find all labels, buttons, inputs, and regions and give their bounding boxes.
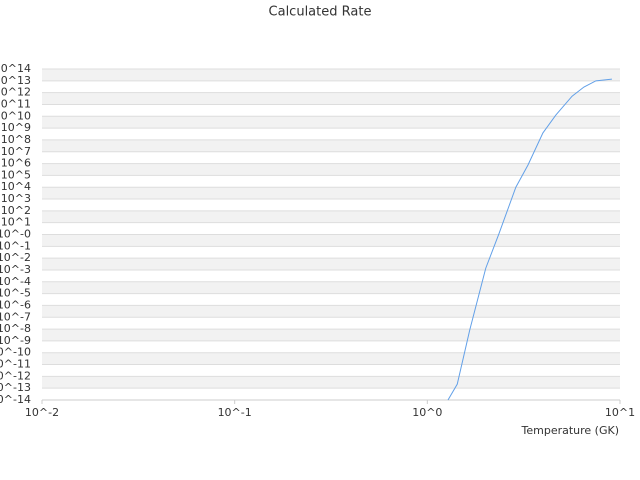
y-tick-label: 10^14	[0, 62, 31, 75]
y-tick-label: 10^5	[1, 168, 31, 181]
y-tick-label: 10^-8	[0, 322, 31, 335]
y-tick-label: 10^-7	[0, 310, 31, 323]
y-tick-label: 10^1	[1, 216, 31, 229]
grid-band	[42, 163, 620, 176]
x-axis-label: Temperature (GK)	[521, 424, 620, 437]
y-tick-label: 10^10	[0, 109, 31, 122]
grid-band	[42, 376, 620, 389]
y-tick-label: 10^6	[1, 157, 31, 170]
grid-band	[42, 187, 620, 200]
grid-band	[42, 258, 620, 270]
y-tick-label: 10^2	[1, 204, 31, 217]
y-tick-label: 10^-10	[0, 346, 31, 359]
y-tick-label: 10^-2	[0, 251, 31, 264]
grid-band	[42, 210, 620, 223]
y-tick-label: 10^-14	[0, 393, 31, 406]
y-tick-label: 10^8	[1, 133, 31, 146]
y-tick-label: 10^-5	[0, 287, 31, 300]
grid-band	[42, 305, 620, 318]
y-tick-label: 10^-3	[0, 263, 31, 276]
y-tick-label: 10^4	[1, 180, 31, 193]
y-tick-label: 10^-6	[0, 298, 31, 311]
data-line	[447, 78, 612, 401]
chart-title: Calculated Rate	[269, 5, 372, 20]
y-tick-label: 10^-9	[0, 334, 31, 347]
grid-band	[42, 352, 620, 365]
x-tick-label: 10^1	[605, 406, 635, 419]
grid-band	[42, 329, 620, 341]
y-tick-label: 10^-0	[0, 228, 31, 241]
x-tick-label: 10^0	[412, 406, 442, 419]
y-tick-label: 10^3	[1, 192, 31, 205]
grid-band	[42, 69, 620, 81]
y-tick-label: 10^-1	[0, 239, 31, 252]
grid-band	[42, 281, 620, 294]
y-tick-label: 10^-12	[0, 369, 31, 382]
y-tick-label: 10^13	[0, 74, 31, 87]
x-tick-label: 10^-2	[25, 406, 59, 419]
y-tick-label: 10^7	[1, 145, 31, 158]
x-tick-label: 10^-1	[218, 406, 252, 419]
y-tick-label: 10^-11	[0, 358, 31, 371]
y-tick-label: 10^12	[0, 86, 31, 99]
y-tick-label: 10^-13	[0, 381, 31, 394]
grid-band	[42, 92, 620, 105]
y-tick-label: 10^-4	[0, 275, 31, 288]
y-tick-label: 10^11	[0, 97, 31, 110]
grid-band	[42, 116, 620, 129]
y-tick-label: 10^9	[1, 121, 31, 134]
grid-band	[42, 234, 620, 247]
grid-band	[42, 139, 620, 152]
